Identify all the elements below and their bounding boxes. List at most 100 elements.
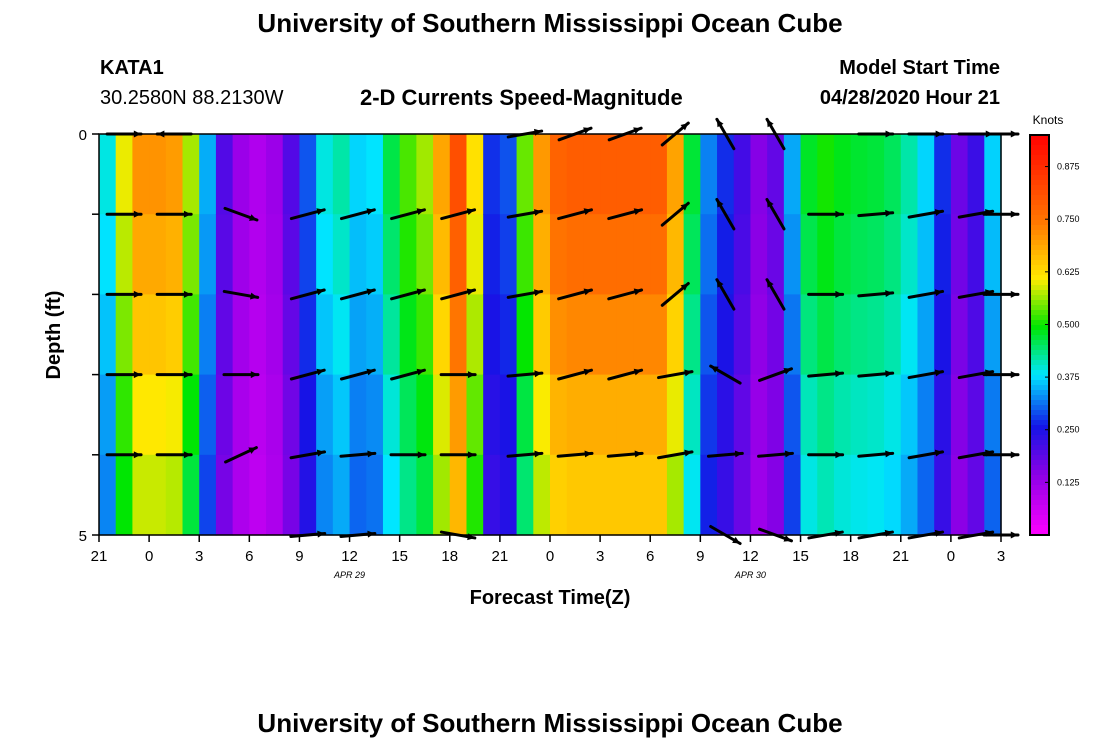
heatmap-cell xyxy=(416,294,434,376)
current-vector xyxy=(765,197,786,231)
current-vector xyxy=(389,451,427,459)
heatmap-cell xyxy=(817,134,835,215)
colorbar-segment xyxy=(1030,370,1049,376)
heatmap-cell xyxy=(867,454,885,536)
current-vector xyxy=(289,208,326,221)
heatmap-cell xyxy=(666,294,685,376)
heatmap-cell xyxy=(266,214,284,295)
heatmap-cell xyxy=(817,294,835,376)
current-vector xyxy=(715,197,736,231)
heatmap-cell xyxy=(917,454,935,536)
colorbar-segment xyxy=(1030,375,1049,381)
colorbar-segment xyxy=(1030,340,1049,346)
heatmap-cell xyxy=(533,294,551,376)
heatmap-cell xyxy=(550,374,568,456)
heatmap-cell xyxy=(683,454,701,536)
current-vector xyxy=(709,364,742,385)
colorbar-segment xyxy=(1030,445,1049,451)
heatmap-cell xyxy=(349,134,367,215)
heatmap-cell xyxy=(600,294,618,376)
current-vector xyxy=(105,210,143,218)
heatmap-cell xyxy=(850,214,868,295)
heatmap-cell xyxy=(533,214,551,295)
colorbar-tick-label: 0.500 xyxy=(1057,319,1080,329)
heatmap-cell xyxy=(984,294,1002,376)
heatmap-cell xyxy=(433,214,451,295)
heatmap-cell xyxy=(700,294,718,376)
y-tick-label: 0 xyxy=(79,127,87,144)
colorbar-segment xyxy=(1030,380,1049,386)
heatmap-cell xyxy=(249,214,267,295)
heatmap-cell xyxy=(182,374,200,456)
heatmap-cell xyxy=(399,214,417,295)
heatmap-cell xyxy=(499,134,518,215)
current-vector xyxy=(289,368,326,381)
heatmap-cell xyxy=(332,374,351,456)
heatmap-cell xyxy=(232,134,250,215)
colorbar-tick-label: 0.375 xyxy=(1057,372,1080,382)
colorbar-segment xyxy=(1030,475,1049,481)
colorbar-segment xyxy=(1030,315,1049,321)
heatmap-cell xyxy=(683,214,701,295)
colorbar-segment xyxy=(1030,390,1049,396)
current-vector xyxy=(440,288,477,301)
colorbar-segment xyxy=(1030,510,1049,516)
heatmap-cell xyxy=(616,454,635,536)
current-vector xyxy=(660,201,690,227)
heatmap-cell xyxy=(717,454,735,536)
heatmap-cell xyxy=(149,294,167,376)
current-vector xyxy=(807,210,845,218)
colorbar-segment xyxy=(1030,305,1049,311)
heatmap-cell xyxy=(717,214,735,295)
current-vector xyxy=(224,446,258,464)
colorbar-segment xyxy=(1030,235,1049,241)
heatmap-cell xyxy=(683,374,701,456)
current-vector xyxy=(439,371,477,379)
heatmap-cell xyxy=(833,214,852,295)
x-tick-label: 3 xyxy=(195,548,203,565)
heatmap-cell xyxy=(683,294,701,376)
colorbar-segment xyxy=(1030,530,1049,536)
heatmap-cell xyxy=(717,374,735,456)
current-vector xyxy=(857,209,895,218)
x-tick-label: 6 xyxy=(646,548,654,565)
heatmap-cell xyxy=(733,214,752,295)
colorbar-segment xyxy=(1030,525,1049,531)
heatmap-cell xyxy=(466,454,484,536)
heatmap-cell xyxy=(416,214,434,295)
colorbar-segment xyxy=(1030,365,1049,371)
heatmap-cell xyxy=(299,214,317,295)
heatmap-cell xyxy=(984,214,1002,295)
heatmap-cell xyxy=(282,454,301,536)
heatmap-cell xyxy=(449,134,468,215)
heatmap-cell xyxy=(115,214,134,295)
heatmap-cell xyxy=(767,294,785,376)
current-vector xyxy=(907,209,945,219)
colorbar-segment xyxy=(1030,280,1049,286)
current-vector xyxy=(390,368,426,381)
heatmap-cell xyxy=(466,214,484,295)
current-vector xyxy=(557,208,593,221)
colorbar-segment xyxy=(1030,495,1049,501)
colorbar-segment xyxy=(1030,145,1049,151)
colorbar-segment xyxy=(1030,480,1049,486)
colorbar-segment xyxy=(1030,330,1049,336)
heatmap-cell xyxy=(299,134,317,215)
heatmap-cell xyxy=(850,374,868,456)
heatmap-cell xyxy=(132,134,150,215)
colorbar-segment xyxy=(1030,430,1049,436)
heatmap-cell xyxy=(483,214,501,295)
heatmap-cell xyxy=(600,134,618,215)
heatmap-cell xyxy=(516,214,534,295)
colorbar-segment xyxy=(1030,415,1049,421)
colorbar-segment xyxy=(1030,175,1049,181)
colorbar-segment xyxy=(1030,320,1049,326)
heatmap-cell xyxy=(616,214,635,295)
heatmap-cell xyxy=(884,454,902,536)
heatmap-cell xyxy=(767,454,785,536)
heatmap-cell xyxy=(583,214,601,295)
heatmap-cell xyxy=(332,294,351,376)
heatmap-cell xyxy=(299,294,317,376)
chart-canvas: 21 0 3 6 9 12 15 18 21 0 3 6 9 12 15 18 21 0 3 APR 29 APR 30… xyxy=(43,113,1080,609)
heatmap-cell xyxy=(115,134,134,215)
